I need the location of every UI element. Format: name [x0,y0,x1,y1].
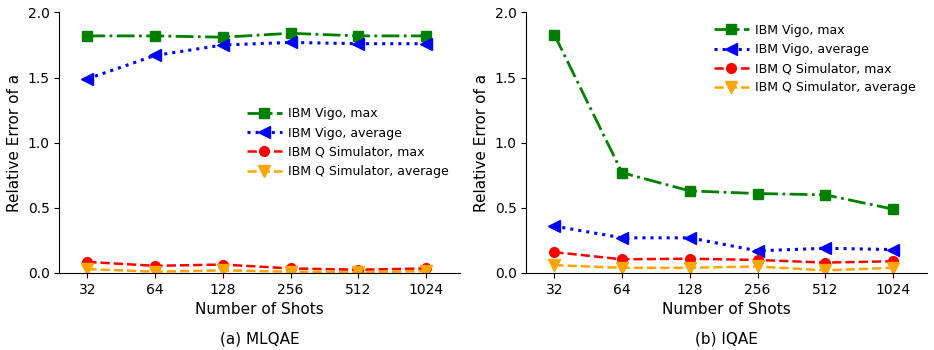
IBM Vigo, average [218,43,229,47]
Text: (b) IQAE: (b) IQAE [695,331,758,346]
Legend: IBM Vigo, max, IBM Vigo, average, IBM Q Simulator, max, IBM Q Simulator, average: IBM Vigo, max, IBM Vigo, average, IBM Q … [242,102,454,183]
IBM Vigo, average [685,236,696,240]
IBM Vigo, max [820,193,831,197]
Legend: IBM Vigo, max, IBM Vigo, average, IBM Q Simulator, max, IBM Q Simulator, average: IBM Vigo, max, IBM Vigo, average, IBM Q … [709,19,921,99]
X-axis label: Number of Shots: Number of Shots [662,302,791,317]
Y-axis label: Relative Error of a: Relative Error of a [7,74,21,212]
IBM Q Simulator, average [820,268,831,273]
Line: IBM Q Simulator, average: IBM Q Simulator, average [549,260,899,276]
IBM Q Simulator, max [887,259,899,264]
IBM Q Simulator, max [218,262,229,267]
IBM Vigo, average [616,236,628,240]
IBM Q Simulator, average [82,267,93,271]
IBM Q Simulator, max [820,260,831,265]
IBM Vigo, max [285,31,296,35]
IBM Q Simulator, max [82,260,93,264]
IBM Vigo, max [218,35,229,39]
IBM Q Simulator, average [616,266,628,270]
IBM Q Simulator, max [285,266,296,271]
IBM Q Simulator, max [353,268,364,272]
IBM Vigo, max [887,207,899,211]
IBM Vigo, average [353,42,364,46]
IBM Q Simulator, average [549,263,560,267]
IBM Vigo, average [420,42,432,46]
IBM Q Simulator, average [218,268,229,273]
IBM Vigo, max [353,34,364,38]
IBM Q Simulator, average [285,270,296,274]
IBM Q Simulator, average [752,264,763,268]
Y-axis label: Relative Error of a: Relative Error of a [474,74,488,212]
IBM Vigo, max [616,170,628,175]
IBM Q Simulator, average [685,266,696,270]
IBM Q Simulator, max [149,264,161,268]
IBM Q Simulator, max [420,266,432,271]
IBM Q Simulator, average [887,266,899,270]
Line: IBM Vigo, average: IBM Vigo, average [549,220,899,257]
IBM Vigo, average [149,53,161,57]
IBM Vigo, max [549,33,560,37]
IBM Q Simulator, average [353,270,364,274]
IBM Vigo, average [887,247,899,252]
Text: (a) MLQAE: (a) MLQAE [219,331,300,346]
Line: IBM Vigo, average: IBM Vigo, average [82,37,432,84]
IBM Vigo, max [420,34,432,38]
IBM Vigo, average [82,77,93,81]
IBM Q Simulator, max [549,250,560,254]
IBM Vigo, average [549,224,560,228]
IBM Q Simulator, max [752,258,763,262]
X-axis label: Number of Shots: Number of Shots [195,302,324,317]
IBM Vigo, average [285,40,296,44]
IBM Q Simulator, average [149,270,161,274]
Line: IBM Vigo, max: IBM Vigo, max [549,30,898,214]
Line: IBM Vigo, max: IBM Vigo, max [82,28,431,42]
IBM Vigo, average [820,246,831,250]
IBM Vigo, max [685,189,696,193]
Line: IBM Q Simulator, max: IBM Q Simulator, max [82,257,431,275]
IBM Vigo, max [82,34,93,38]
IBM Q Simulator, max [685,257,696,261]
IBM Q Simulator, average [420,269,432,273]
IBM Vigo, max [752,191,763,196]
IBM Vigo, average [752,249,763,253]
Line: IBM Q Simulator, max: IBM Q Simulator, max [549,247,898,267]
Line: IBM Q Simulator, average: IBM Q Simulator, average [82,264,432,278]
IBM Vigo, max [149,34,161,38]
IBM Q Simulator, max [616,257,628,261]
